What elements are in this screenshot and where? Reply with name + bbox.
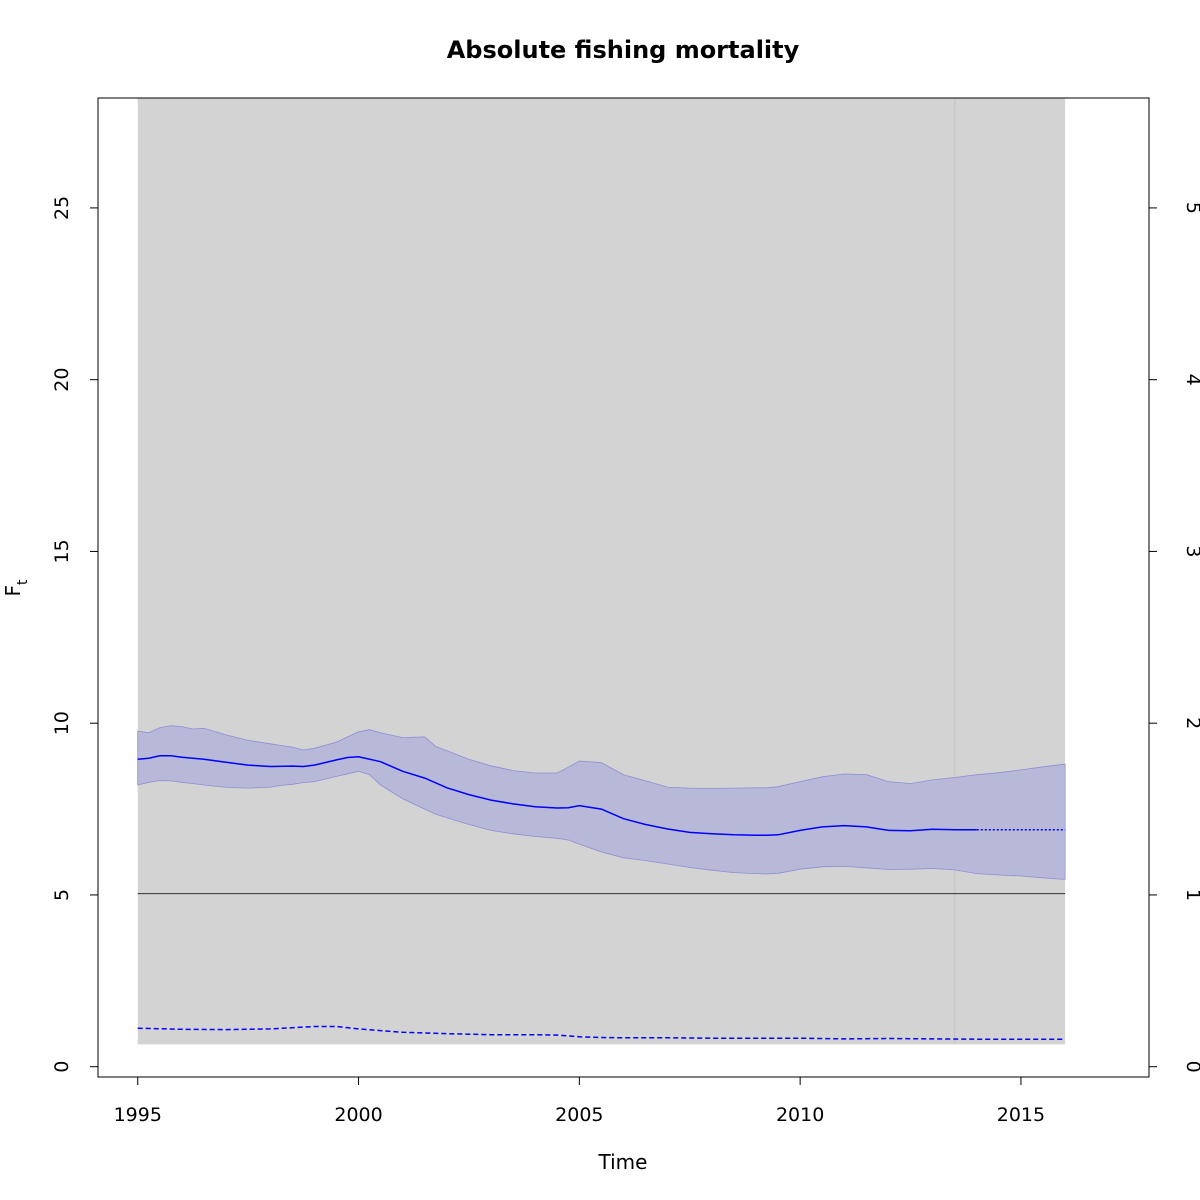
y-tick-label: 5 <box>51 889 73 901</box>
y-axis-label-main: F <box>1 585 25 597</box>
x-tick-label: 1995 <box>114 1104 162 1126</box>
y-tick-label: 0 <box>51 1061 73 1073</box>
right-tick-label: 0 <box>1182 1061 1200 1073</box>
x-tick-label: 2000 <box>334 1104 382 1126</box>
chart-title: Absolute fishing mortality <box>447 36 800 64</box>
plot-area <box>137 98 1066 1045</box>
series-line-estimate <box>137 755 977 836</box>
svg-text:Ft: Ft <box>1 579 31 597</box>
right-tick-label: 2 <box>1182 717 1200 729</box>
right-tick-label: 1 <box>1182 889 1200 901</box>
right-tick-label: 3 <box>1182 545 1200 557</box>
x-tick-label: 2015 <box>997 1104 1045 1126</box>
x-tick-label: 2010 <box>776 1104 824 1126</box>
x-tick-label: 2005 <box>555 1104 603 1126</box>
axes: 1995 2000 2005 2010 2015 0 5 10 15 20 25 0 1 2 3 4 5 <box>51 196 1200 1126</box>
y-axis-label-subscript: t <box>15 579 31 585</box>
right-tick-label: 5 <box>1182 202 1200 214</box>
y-tick-label: 15 <box>51 539 73 563</box>
y-tick-label: 20 <box>51 368 73 392</box>
x-axis-label: Time <box>598 1150 648 1174</box>
y-tick-label: 25 <box>51 196 73 220</box>
right-tick-label: 4 <box>1182 374 1200 386</box>
y-tick-label: 10 <box>51 711 73 735</box>
y-axis-label: Ft <box>1 579 31 597</box>
grey-shaded-region <box>137 98 1066 1045</box>
confidence-band <box>137 725 1066 880</box>
series-line-lower-panel <box>137 1025 1066 1040</box>
